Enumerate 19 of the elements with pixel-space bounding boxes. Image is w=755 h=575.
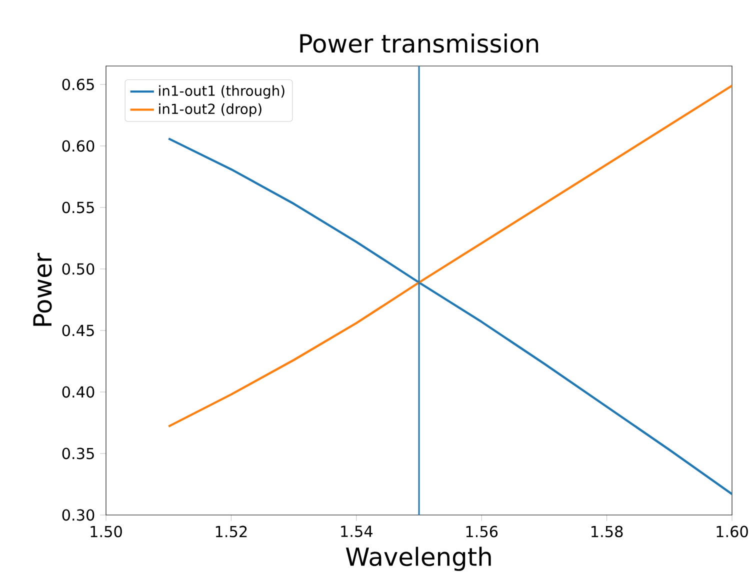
y-tick-label: 0.60 (62, 140, 94, 152)
y-tick-label: 0.35 (62, 448, 94, 460)
chart-title: Power transmission (300, 34, 538, 53)
x-tick-label: 1.54 (341, 526, 372, 538)
x-tick-label: 1.52 (216, 526, 247, 538)
y-tick-label: 0.55 (62, 202, 94, 214)
y-tick-label: 0.40 (62, 386, 94, 398)
x-tick-label: 1.56 (466, 526, 498, 538)
x-tick-label: 1.58 (592, 526, 623, 538)
x-tick-label: 1.60 (716, 526, 748, 538)
y-tick-label: 0.50 (62, 263, 94, 275)
legend-label: in1-out2 (drop) (159, 103, 262, 117)
legend-label: in1-out1 (through) (159, 85, 284, 99)
y-tick-label: 0.65 (62, 78, 94, 90)
y-axis-title: Power (33, 252, 52, 326)
y-tick-label: 0.30 (62, 509, 94, 521)
y-tick-label: 0.45 (62, 324, 94, 336)
x-tick-label: 1.50 (90, 526, 122, 538)
x-axis-title: Wavelength (346, 546, 491, 571)
